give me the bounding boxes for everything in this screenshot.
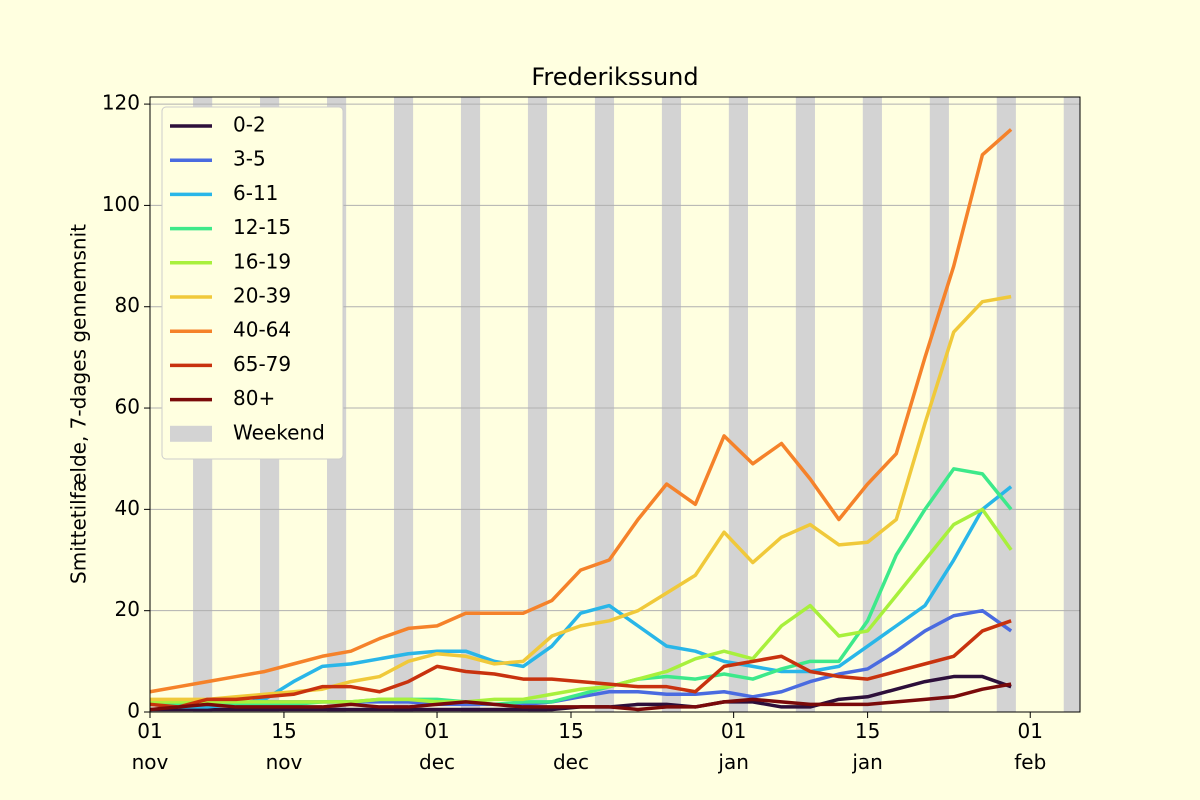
legend-label: 80+ bbox=[233, 386, 275, 410]
weekend-band bbox=[929, 97, 949, 712]
x-tick-label: 01 nov bbox=[132, 719, 169, 774]
series-line bbox=[150, 467, 1013, 707]
x-tick-label: 01 jan bbox=[717, 719, 749, 774]
series-line bbox=[150, 507, 1013, 704]
x-tick-label: 01 feb bbox=[1014, 719, 1046, 774]
y-tick-label: 80 bbox=[115, 293, 140, 317]
y-tick-label: 100 bbox=[102, 192, 140, 216]
y-tick-label: 20 bbox=[115, 597, 140, 621]
legend-label: 6-11 bbox=[233, 181, 278, 205]
series-line bbox=[149, 485, 1013, 709]
series-line bbox=[150, 294, 1012, 702]
y-tick-label: 60 bbox=[115, 395, 140, 419]
y-axis-label: Smittetilfælde, 7-dages gennemsnit bbox=[67, 224, 91, 584]
weekend-band bbox=[661, 97, 682, 712]
chart-title: Frederikssund bbox=[531, 63, 698, 91]
y-tick-label: 120 bbox=[102, 91, 140, 115]
legend-label: 20-39 bbox=[233, 284, 291, 308]
x-tick-label: 15 nov bbox=[266, 719, 303, 774]
x-tick-label: 15 jan bbox=[851, 719, 883, 774]
series-line bbox=[149, 619, 1012, 709]
legend-label: 40-64 bbox=[233, 318, 291, 342]
weekend-band bbox=[527, 97, 548, 712]
y-tick-label: 0 bbox=[127, 699, 140, 723]
y-tick-label: 40 bbox=[115, 496, 140, 520]
legend-label: Weekend bbox=[233, 420, 325, 444]
series-line bbox=[149, 682, 1012, 712]
weekend-band bbox=[1063, 97, 1080, 712]
legend-label: 16-19 bbox=[233, 249, 291, 273]
legend-label: 3-5 bbox=[233, 147, 266, 171]
series-line bbox=[149, 128, 1013, 694]
x-tick-label: 01 dec bbox=[419, 719, 455, 774]
weekend-band bbox=[795, 97, 815, 712]
plot-frame bbox=[149, 96, 1081, 713]
legend-label: 12-15 bbox=[233, 215, 291, 239]
weekend-band bbox=[996, 97, 1016, 712]
weekend-band bbox=[728, 97, 748, 712]
legend-label: 0-2 bbox=[233, 113, 266, 137]
weekend-band bbox=[393, 97, 414, 712]
weekend-band bbox=[862, 97, 882, 712]
legend-swatch bbox=[170, 425, 212, 442]
weekend-band bbox=[460, 97, 481, 712]
legend-label: 65-79 bbox=[233, 352, 291, 376]
x-tick-label: 15 dec bbox=[553, 719, 589, 774]
